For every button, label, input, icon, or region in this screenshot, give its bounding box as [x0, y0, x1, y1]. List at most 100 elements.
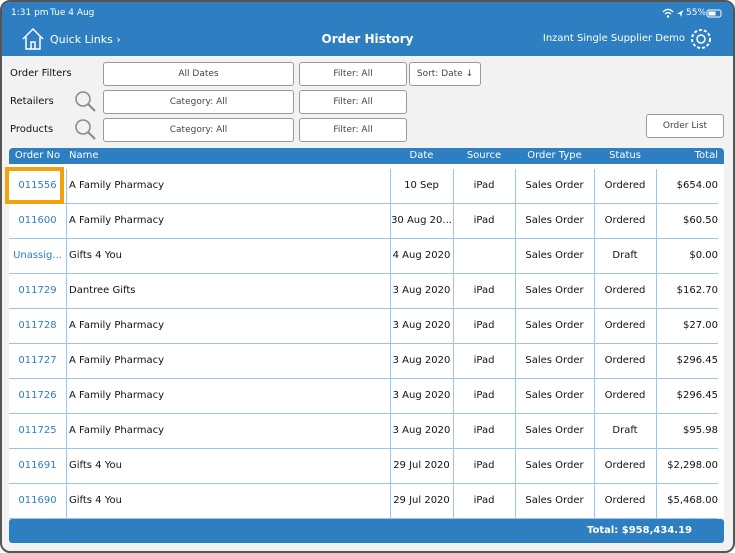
column-divider: [390, 414, 391, 448]
filter-button[interactable]: Filter: All: [299, 90, 407, 114]
cell-text: iPad: [473, 355, 495, 366]
order-number[interactable]: 011725: [18, 425, 57, 436]
column-divider: [453, 309, 454, 343]
cell-text: 30 Aug 20...: [391, 215, 452, 226]
order-list-button[interactable]: Order List: [646, 114, 724, 138]
order-number[interactable]: 011728: [18, 320, 57, 331]
row-divider: [9, 413, 718, 414]
order-number[interactable]: 011556: [18, 180, 57, 191]
cell-text: Ordered: [604, 495, 646, 506]
order-number[interactable]: 011691: [18, 460, 57, 471]
order-number[interactable]: 011727: [18, 355, 57, 366]
order-number[interactable]: 011690: [18, 495, 57, 506]
cell-text: iPad: [473, 285, 495, 296]
filter-button[interactable]: Filter: All: [299, 118, 407, 142]
filter-button[interactable]: All Dates: [103, 62, 294, 86]
page-title: Order History: [321, 32, 414, 46]
cell-text: $95.98: [683, 425, 718, 436]
cell-text: $296.45: [676, 355, 718, 366]
cell-text: Ordered: [604, 215, 646, 226]
column-divider: [390, 239, 391, 273]
order-number[interactable]: 011600: [18, 215, 57, 226]
cell-text: 10 Sep 2030: [404, 180, 439, 191]
column-divider: [656, 449, 657, 483]
cell-text: Sales Order: [525, 285, 584, 296]
column-divider: [66, 379, 67, 413]
row-divider: [9, 343, 718, 344]
order-number[interactable]: 011726: [18, 390, 57, 401]
home-icon[interactable]: [21, 27, 45, 51]
column-divider: [515, 239, 516, 273]
row-divider: [9, 203, 718, 204]
cell-text: 3 Aug 2020: [392, 390, 451, 401]
cell-text: Ordered: [604, 390, 646, 401]
column-divider: [453, 344, 454, 378]
cell-text: Draft: [612, 425, 638, 436]
row-divider: [9, 483, 718, 484]
column-divider: [453, 379, 454, 413]
cell-text: 29 Jul 2020: [393, 460, 450, 471]
table-body: 011556 A Family Pharmacy 10 Sep 2030 iPad Sa…: [9, 164, 724, 519]
date: Tue 4 Aug: [50, 8, 95, 18]
column-header: Status: [609, 150, 641, 161]
column-divider: [390, 204, 391, 238]
column-divider: [515, 204, 516, 238]
column-divider: [390, 309, 391, 343]
cell-text: iPad: [473, 215, 495, 226]
account-name: Inzant Single Supplier Demo: [542, 33, 685, 44]
order-number[interactable]: Unassig...: [13, 250, 62, 261]
settings-icon[interactable]: [689, 27, 713, 51]
cell-text: Sales Order: [525, 495, 584, 506]
row-divider: [9, 448, 718, 449]
row-divider: [9, 378, 718, 379]
column-divider: [594, 484, 595, 518]
cell-text: Gifts 4 You: [69, 495, 122, 506]
column-divider: [453, 204, 454, 238]
filter-label: Order Filters: [10, 68, 72, 79]
cell-text: iPad: [473, 180, 495, 191]
filter-button[interactable]: Category: All: [103, 118, 294, 142]
column-divider: [66, 484, 67, 518]
cell-text: $654.00: [676, 180, 718, 191]
column-divider: [66, 344, 67, 378]
column-divider: [656, 239, 657, 273]
cell-text: $162.70: [676, 285, 718, 296]
column-divider: [453, 169, 454, 203]
column-divider: [390, 274, 391, 308]
cell-text: Sales Order: [525, 355, 584, 366]
row-divider: [9, 238, 718, 239]
status-icons: [662, 8, 722, 18]
column-header: Order No: [14, 150, 61, 161]
header-bar: 1:31 pm Tue 4 Aug 55% Quick Links › Orde…: [2, 2, 733, 56]
cell-text: iPad: [473, 460, 495, 471]
time: 1:31 pm: [11, 8, 49, 18]
filter-button[interactable]: Sort: Date ↓: [409, 62, 481, 86]
cell-text: Sales Order: [525, 425, 584, 436]
cell-text: A Family Pharmacy: [69, 355, 165, 366]
cell-text: A Family Pharmacy: [69, 425, 165, 436]
column-divider: [594, 414, 595, 448]
table-footer: Total: $958,434.19: [9, 519, 724, 543]
filter-button[interactable]: Category: All: [103, 90, 294, 114]
cell-text: Sales Order: [525, 390, 584, 401]
filter-button[interactable]: Filter: All: [299, 62, 407, 86]
cell-text: Draft: [612, 250, 638, 261]
row-divider: [9, 273, 718, 274]
cell-text: 3 Aug 2020: [392, 320, 451, 331]
column-divider: [656, 484, 657, 518]
column-divider: [453, 239, 454, 273]
filter-label: Retailers: [10, 96, 54, 107]
column-divider: [515, 309, 516, 343]
order-number[interactable]: 011729: [18, 285, 57, 296]
quick-links[interactable]: Quick Links ›: [50, 33, 121, 46]
column-divider: [390, 484, 391, 518]
column-divider: [66, 274, 67, 308]
search-icons[interactable]: [74, 90, 98, 142]
cell-text: 3 Aug 2020: [392, 285, 451, 296]
column-divider: [390, 379, 391, 413]
column-header: Order Type: [527, 150, 582, 161]
cell-text: Sales Order: [525, 460, 584, 471]
column-divider: [656, 309, 657, 343]
cell-text: Ordered: [604, 355, 646, 366]
